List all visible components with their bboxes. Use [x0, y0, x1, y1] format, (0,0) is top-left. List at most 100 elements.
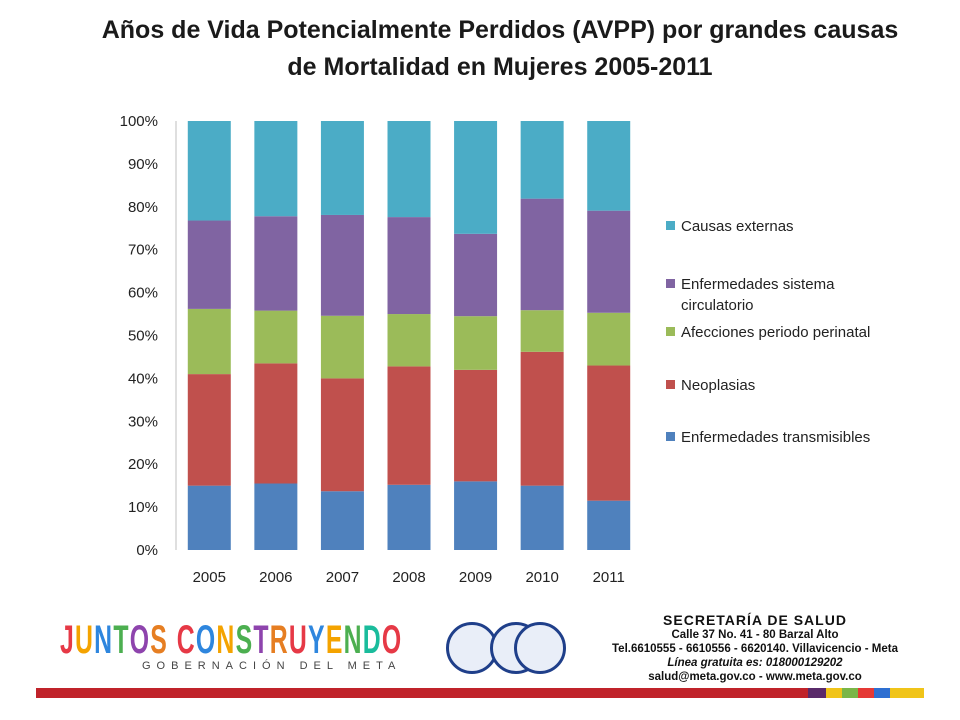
logo-letter: S: [150, 618, 169, 662]
chart-title-line-2: de Mortalidad en Mujeres 2005-2011: [287, 53, 713, 81]
logo-letter: D: [362, 618, 382, 662]
bar-segment: [454, 369, 498, 482]
logo-letter: R: [269, 618, 289, 662]
legend-swatch: [666, 327, 675, 336]
bar-segment: [254, 363, 298, 484]
bar-segment: [187, 485, 231, 550]
legend-label: Enfermedades sistema: [681, 276, 835, 293]
y-tick-label: 0%: [136, 542, 158, 559]
bar-segment: [454, 481, 498, 550]
address-line: Calle 37 No. 41 - 80 Barzal Alto: [671, 629, 839, 641]
logo-letter: Y: [308, 618, 326, 662]
bar-segment: [387, 366, 431, 485]
x-tick-label: 2005: [193, 569, 226, 586]
y-tick-label: 60%: [128, 285, 158, 302]
legend-swatch: [666, 380, 675, 389]
logo-letter: O: [129, 618, 151, 662]
stripe-segment: [842, 688, 858, 698]
bar-segment: [320, 214, 364, 316]
legend-swatch: [666, 221, 675, 230]
bar-segment: [520, 351, 564, 486]
legend-swatch: [666, 279, 675, 288]
logo-letter: T: [253, 618, 270, 662]
logo-letter: C: [176, 618, 196, 662]
bar-segment: [520, 121, 564, 199]
logo-letter: O: [381, 618, 403, 662]
y-tick-label: 10%: [128, 499, 158, 516]
stripe-segment: [874, 688, 890, 698]
logo-letter: J: [60, 618, 76, 662]
logo-letter: N: [94, 618, 114, 662]
stripe-segment: [826, 688, 842, 698]
legend-label: Neoplasias: [681, 377, 755, 394]
y-tick-label: 80%: [128, 199, 158, 216]
bar-segment: [254, 216, 298, 311]
bar-segment: [387, 217, 431, 315]
bar-segment: [187, 374, 231, 486]
bar-segment: [187, 121, 231, 221]
y-tick-label: 70%: [128, 242, 158, 259]
logo-letter: U: [288, 618, 309, 662]
bar-segment: [320, 121, 364, 215]
bar-segment: [254, 483, 298, 550]
chart-title: Años de Vida Potencialmente Perdidos (AV…: [40, 12, 960, 86]
bar-segment: [454, 233, 498, 317]
bar-segment: [320, 378, 364, 492]
logo-letter: T: [113, 618, 130, 662]
x-tick-label: 2009: [459, 569, 492, 586]
logo-subtitle: GOBERNACIÓN DEL META: [142, 660, 402, 672]
x-tick-label: 2010: [525, 569, 558, 586]
stripe-segment: [808, 688, 826, 698]
stacked-bar-chart: 0% 10% 20% 30% 40% 50% 60% 70% 80% 90% 100% 2005 200…: [120, 113, 871, 586]
bar-segment: [520, 310, 564, 352]
x-tick-label: 2011: [593, 569, 625, 586]
y-tick-label: 90%: [128, 156, 158, 173]
bar-segment: [320, 315, 364, 379]
bar-segment: [254, 121, 298, 217]
legend-label: Causas externas: [681, 218, 794, 235]
legend-label: circulatorio: [681, 297, 754, 314]
bar-segment: [587, 121, 631, 211]
phones-line: Tel.6610555 - 6610556 - 6620140. Villavi…: [612, 643, 898, 655]
bar-segment: [254, 310, 298, 364]
bar-segment: [520, 485, 564, 550]
bar-segment: [187, 220, 231, 309]
bar-segment: [587, 365, 631, 501]
secretaria-heading: SECRETARÍA DE SALUD: [663, 612, 847, 628]
chart-legend: Causas externas Enfermedades sistema circu…: [666, 218, 870, 446]
bar-segment: [587, 312, 631, 366]
bar-segment: [587, 500, 631, 550]
bar-segment: [520, 198, 564, 311]
bar-segment: [454, 121, 498, 234]
stripe-segment: [36, 688, 808, 698]
bar-segment: [454, 316, 498, 370]
chart-title-line-1: Años de Vida Potencialmente Perdidos (AV…: [101, 16, 899, 44]
x-tick-label: 2006: [259, 569, 292, 586]
legend-swatch: [666, 432, 675, 441]
stripe-segment: [890, 688, 924, 698]
x-tick-label: 2008: [392, 569, 425, 586]
juntos-construyendo-logo: JUNTOS CONSTRUYENDO: [60, 618, 402, 663]
logo-letter: S: [235, 618, 254, 662]
bar-segment: [387, 314, 431, 367]
y-tick-label: 30%: [128, 413, 158, 430]
hotline-line: Línea gratuita es: 018000129202: [667, 657, 843, 669]
stripe-segment: [858, 688, 874, 698]
logo-letter: U: [75, 618, 95, 662]
logo-letter: O: [195, 618, 217, 662]
legend-label: Afecciones periodo perinatal: [681, 324, 870, 341]
bar-segment: [387, 121, 431, 218]
bar-segment: [587, 210, 631, 313]
y-tick-label: 20%: [128, 456, 158, 473]
legend-label: Enfermedades transmisibles: [681, 429, 870, 446]
x-tick-label: 2007: [326, 569, 359, 586]
bar-segment: [187, 308, 231, 375]
iqnet-cert-icon: [514, 622, 566, 674]
contact-block: SECRETARÍA DE SALUD Calle 37 No. 41 - 80…: [585, 612, 925, 684]
color-stripe: [36, 688, 924, 698]
plot-area: 0% 10% 20% 30% 40% 50% 60% 70% 80% 90% 100% 2005 200…: [120, 113, 631, 586]
y-tick-label: 50%: [128, 328, 158, 345]
web-line: salud@meta.gov.co - www.meta.gov.co: [648, 671, 862, 683]
y-tick-label: 100%: [120, 113, 158, 130]
logo-letter: N: [216, 618, 236, 662]
